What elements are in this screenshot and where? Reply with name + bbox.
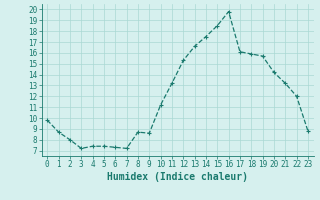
X-axis label: Humidex (Indice chaleur): Humidex (Indice chaleur): [107, 172, 248, 182]
